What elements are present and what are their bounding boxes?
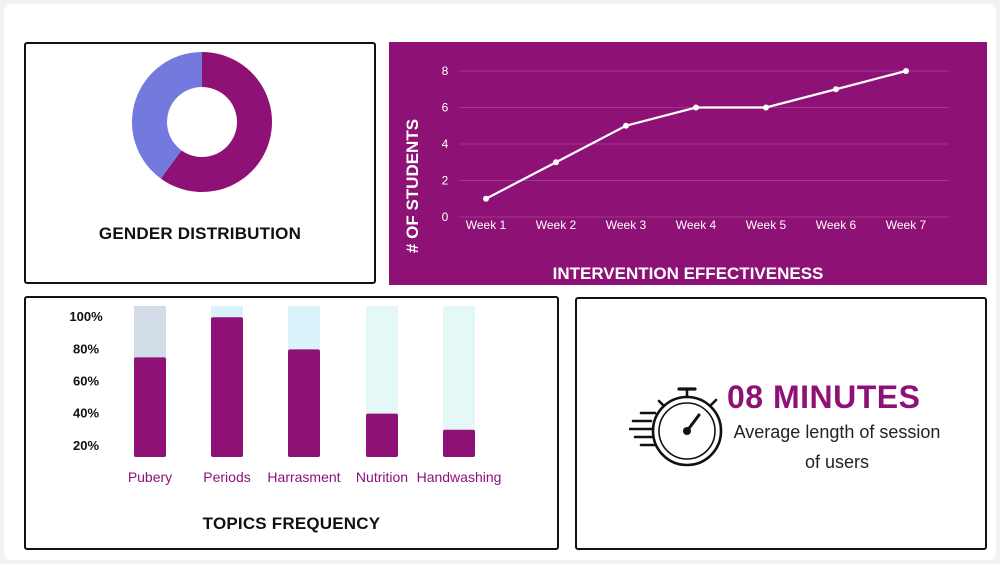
data-point — [693, 104, 699, 111]
data-point — [763, 104, 769, 111]
session-length-caption: Average length of session of users — [717, 417, 957, 477]
gender-distribution-panel: GENDER DISTRIBUTION — [24, 42, 376, 284]
bar — [288, 349, 320, 457]
gender-chart-title: GENDER DISTRIBUTION — [98, 224, 302, 243]
caption-line-1: Average length of session — [733, 422, 941, 442]
donut-slice-0 — [160, 52, 272, 192]
bar — [366, 413, 398, 457]
session-length-panel: 08 MINUTES Average length of session of … — [575, 297, 987, 550]
topics-bar-chart: 20% 40% 60% 80% 100% Pubery Periods Harrasment N… — [69, 306, 502, 485]
topics-frequency-panel: 20% 40% 60% 80% 100% Pubery Periods Harrasment N… — [24, 296, 559, 550]
x-tick-label: Week 1 — [466, 218, 507, 232]
y-tick-label: 60% — [73, 374, 99, 389]
x-tick-label: Week 2 — [536, 218, 577, 232]
bar — [443, 429, 475, 457]
y-tick-label: 4 — [442, 137, 449, 151]
gender-donut-chart — [131, 52, 272, 192]
y-tick-label: 40% — [73, 406, 99, 421]
x-tick-label: Week 6 — [816, 218, 857, 232]
series-line — [485, 69, 907, 200]
x-tick-label: Harrasment — [267, 469, 340, 485]
y-tick-label: 80% — [73, 341, 99, 356]
line-chart-title: INTERVENTION EFFECTIVENESS — [553, 264, 824, 283]
data-point — [553, 159, 559, 166]
session-length-value: 08 MINUTES — [727, 379, 921, 415]
data-point — [483, 195, 489, 202]
data-point — [903, 68, 909, 74]
x-tick-label: Nutrition — [356, 469, 408, 485]
y-tick-label: 2 — [442, 174, 449, 188]
y-tick-label: 100% — [69, 309, 103, 324]
data-point — [833, 86, 839, 93]
donut-slice-1 — [131, 52, 202, 179]
dashboard: GENDER DISTRIBUTION # OF STUDENTS INTERV… — [4, 4, 996, 560]
x-tick-label: Periods — [203, 469, 250, 485]
y-tick-label: 20% — [73, 438, 99, 453]
y-tick-label: 8 — [442, 64, 449, 78]
y-axis-label: # OF STUDENTS — [403, 119, 422, 253]
intervention-effectiveness-panel: # OF STUDENTS INTERVENTION EFFECTIVENESS… — [389, 42, 987, 285]
x-tick-label: Week 7 — [886, 218, 927, 232]
caption-line-2: of users — [804, 452, 870, 472]
x-tick-label: Handwashing — [417, 469, 502, 485]
intervention-line-chart: # OF STUDENTS INTERVENTION EFFECTIVENESS… — [403, 64, 949, 283]
bar — [211, 317, 243, 457]
bar — [134, 357, 166, 457]
bar-chart-title: TOPICS FREQUENCY — [202, 514, 381, 533]
y-tick-label: 6 — [442, 101, 449, 115]
data-point — [623, 122, 629, 129]
x-tick-label: Pubery — [128, 469, 172, 485]
stopwatch-icon — [629, 387, 723, 467]
x-tick-label: Week 3 — [606, 218, 647, 232]
x-tick-label: Week 4 — [676, 218, 717, 232]
y-tick-label: 0 — [442, 210, 449, 224]
x-tick-label: Week 5 — [746, 218, 787, 232]
